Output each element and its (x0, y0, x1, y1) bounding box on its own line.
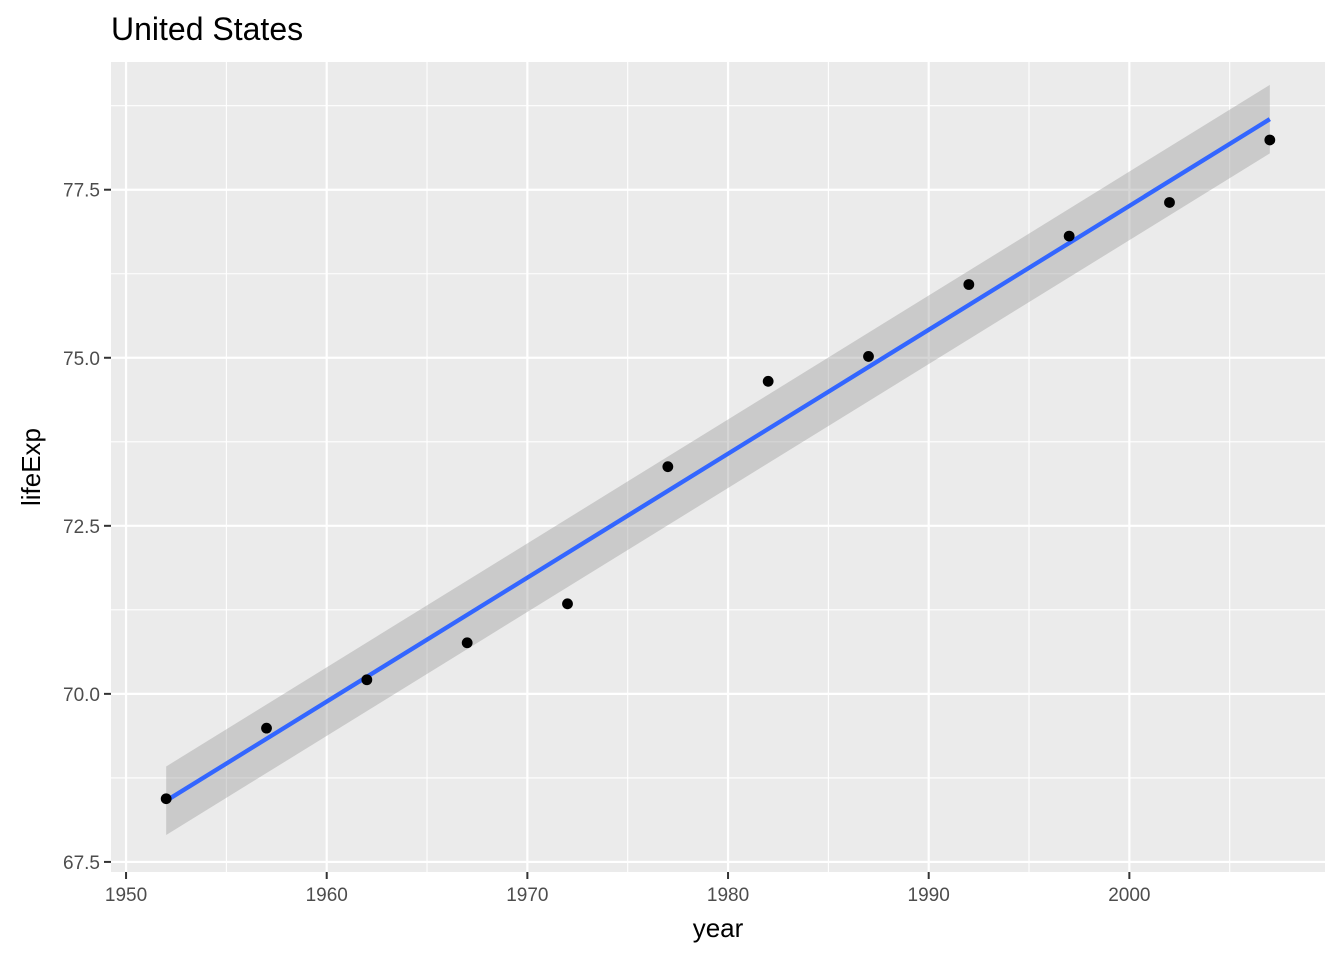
x-tick-label-4: 1990 (908, 885, 950, 906)
y-tick-label-3: 75.0 (63, 349, 100, 370)
data-point-6 (762, 375, 774, 387)
x-tick-label-2: 1970 (506, 885, 548, 906)
y-tick-label-1: 70.0 (63, 685, 100, 706)
data-point-5 (662, 461, 674, 473)
x-tick-label-1: 1960 (306, 885, 348, 906)
x-axis-title: year (693, 913, 744, 943)
data-points (160, 134, 1276, 805)
data-point-9 (1063, 230, 1075, 242)
data-point-11 (1264, 134, 1276, 146)
x-tick-label-5: 2000 (1108, 885, 1150, 906)
data-point-1 (261, 722, 272, 734)
x-axis: 1950 1960 1970 1980 1990 2000 (105, 872, 1150, 906)
x-tick-label-0: 1950 (105, 885, 147, 906)
y-tick-label-0: 67.5 (63, 853, 100, 874)
data-point-7 (863, 351, 874, 362)
minor-gridlines (111, 62, 1325, 872)
trend-line (165, 117, 1271, 803)
chart-title: United States (111, 11, 303, 47)
plot-panel (111, 62, 1325, 872)
data-point-0 (160, 793, 172, 805)
major-gridlines (111, 62, 1325, 872)
data-point-4 (562, 598, 573, 610)
data-point-2 (361, 674, 373, 686)
y-tick-label-2: 72.5 (63, 517, 100, 538)
data-point-10 (1164, 197, 1175, 208)
data-point-3 (461, 637, 473, 649)
data-point-8 (963, 279, 975, 290)
x-tick-label-3: 1980 (707, 885, 749, 906)
y-axis-title: lifeExp (16, 428, 46, 506)
trend-line-layer (165, 117, 1271, 803)
y-tick-label-4: 77.5 (63, 181, 100, 202)
y-axis: 67.5 70.0 72.5 75.0 77.5 (63, 181, 111, 874)
